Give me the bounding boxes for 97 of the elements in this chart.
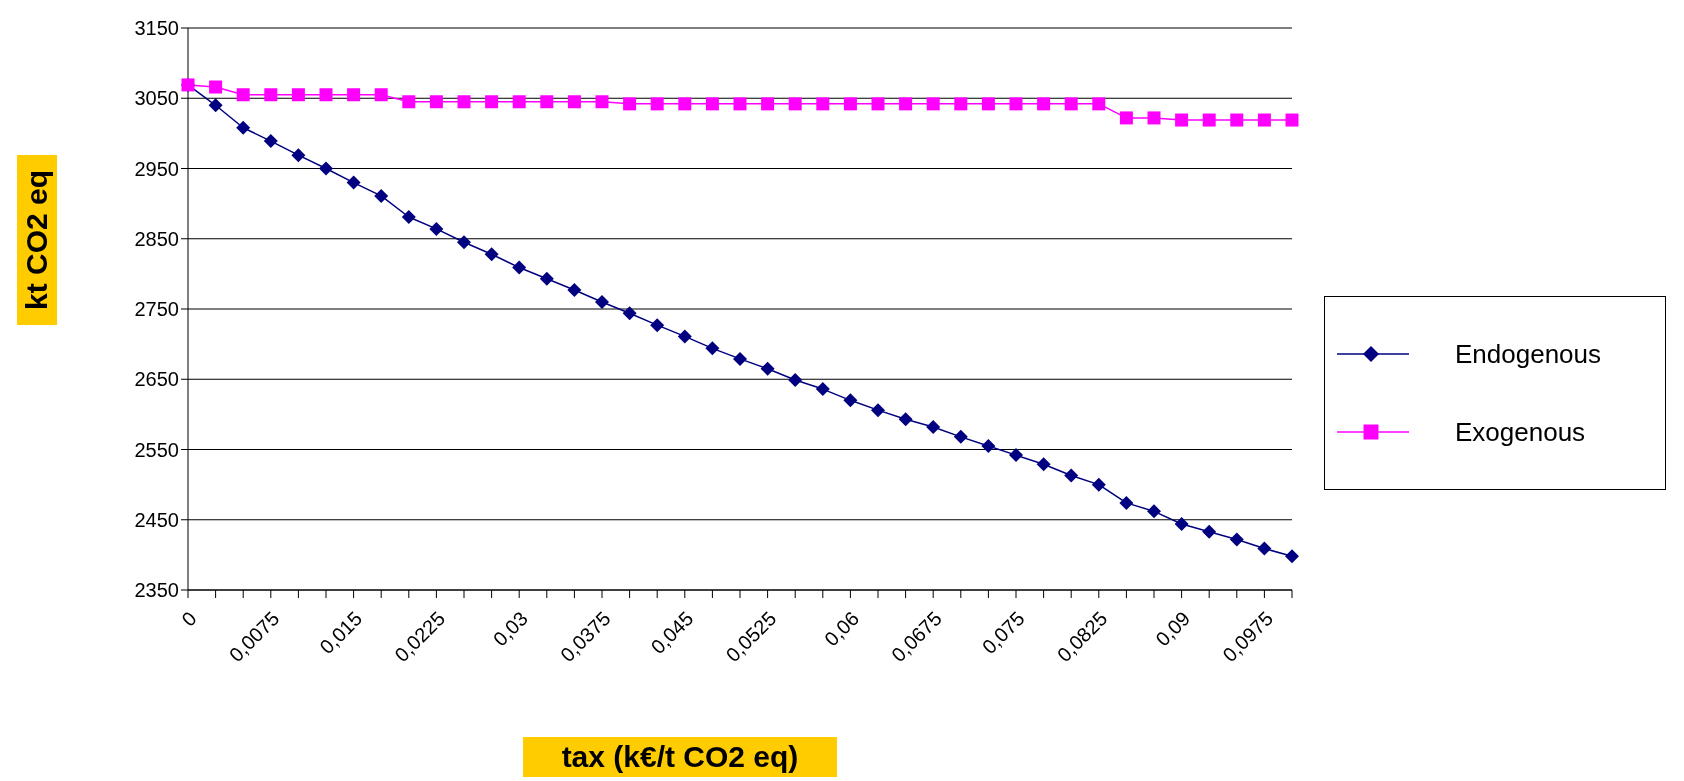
point <box>264 88 278 102</box>
point <box>678 97 692 111</box>
point <box>209 80 223 94</box>
point <box>291 148 306 163</box>
y-tick-label: 2950 <box>134 157 179 180</box>
legend-label: Endogenous <box>1455 338 1602 370</box>
point <box>1257 113 1271 127</box>
point <box>485 95 499 109</box>
x-axis-title: tax (k€/t CO2 eq) <box>561 739 799 773</box>
y-tick-label: 3050 <box>134 87 179 110</box>
point <box>263 134 278 149</box>
point <box>650 97 664 111</box>
x-tick-label: 0,03 <box>488 607 532 651</box>
point <box>760 361 775 376</box>
point <box>346 175 361 190</box>
point <box>1119 111 1133 125</box>
point <box>623 97 637 111</box>
point <box>429 95 443 109</box>
point <box>1091 477 1106 492</box>
point <box>347 88 361 102</box>
y-tick-label: 2650 <box>134 368 179 391</box>
point <box>650 318 665 333</box>
point <box>595 294 609 309</box>
point <box>705 97 719 111</box>
point <box>1064 468 1079 483</box>
point <box>236 120 251 135</box>
point <box>1147 111 1161 125</box>
y-tick-label: 2450 <box>134 508 179 531</box>
y-tick-label: 3150 <box>134 17 179 40</box>
point <box>622 306 637 321</box>
point <box>954 97 968 111</box>
point <box>788 372 803 387</box>
point <box>291 88 305 102</box>
y-axis-title: kt CO2 eq <box>19 169 53 311</box>
y-tick-label: 2750 <box>134 298 179 321</box>
y-tick-label: 2350 <box>134 579 179 602</box>
point <box>319 161 333 176</box>
point <box>1175 113 1189 127</box>
point <box>374 88 388 102</box>
point <box>236 88 250 102</box>
point <box>567 95 581 109</box>
point <box>871 97 885 111</box>
point <box>374 188 389 203</box>
point <box>1009 448 1023 463</box>
point <box>1285 113 1299 127</box>
point <box>843 393 858 408</box>
point <box>898 412 913 427</box>
point <box>540 95 554 109</box>
point <box>733 351 747 366</box>
point <box>1037 97 1051 111</box>
point <box>457 95 471 109</box>
point <box>1174 516 1189 531</box>
point <box>429 221 444 236</box>
point <box>761 97 775 111</box>
point <box>1230 113 1244 127</box>
point <box>1064 97 1078 111</box>
point <box>677 329 692 344</box>
point <box>788 97 802 111</box>
point <box>1202 524 1217 539</box>
point <box>1257 541 1272 556</box>
point <box>512 260 527 275</box>
point <box>1229 532 1244 547</box>
point <box>1092 97 1106 111</box>
point <box>595 95 609 109</box>
point <box>1119 495 1134 510</box>
point <box>899 97 913 111</box>
point <box>815 382 830 397</box>
point <box>926 97 940 111</box>
x-tick-label: 0,09 <box>1151 607 1195 651</box>
point <box>816 97 830 111</box>
point <box>926 420 941 435</box>
point <box>1285 549 1299 564</box>
point <box>539 271 554 286</box>
point <box>1147 504 1161 519</box>
point <box>457 235 471 250</box>
y-tick-label: 2550 <box>134 438 179 461</box>
point <box>981 97 995 111</box>
point <box>1036 457 1051 472</box>
point <box>401 209 416 224</box>
point <box>567 283 582 298</box>
x-tick-label: 0 <box>177 607 201 631</box>
point <box>402 95 416 109</box>
point <box>705 341 720 356</box>
point <box>981 438 996 453</box>
legend-label: Exogenous <box>1455 416 1586 448</box>
point <box>871 403 885 418</box>
point <box>843 97 857 111</box>
x-tick-label: 0,06 <box>820 607 864 651</box>
point <box>484 247 499 262</box>
point <box>733 97 747 111</box>
y-tick-label: 2850 <box>134 227 179 250</box>
point <box>1009 97 1023 111</box>
point <box>208 98 223 113</box>
point <box>953 429 968 444</box>
point <box>1202 113 1216 127</box>
point <box>512 95 526 109</box>
point <box>319 88 333 102</box>
